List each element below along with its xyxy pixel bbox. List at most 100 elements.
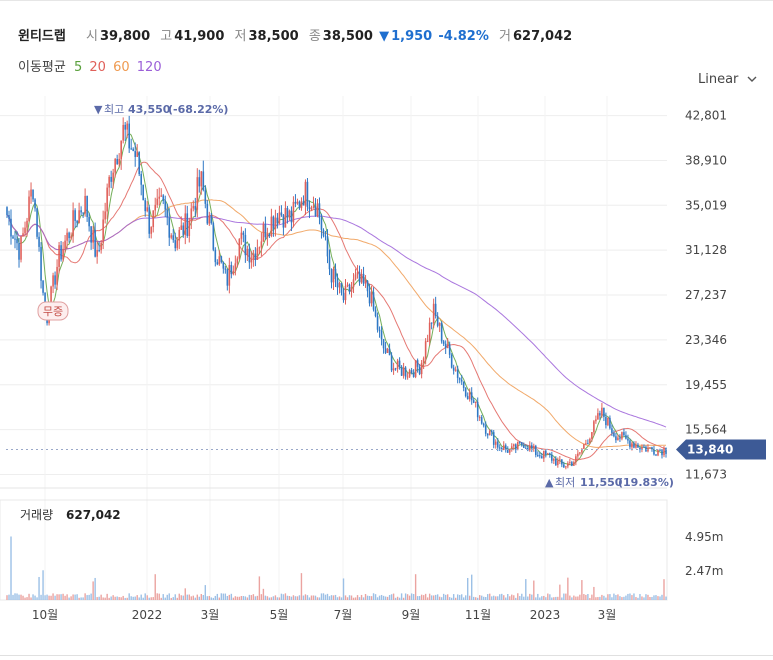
volume-bar: [130, 596, 132, 600]
volume-bar: [70, 596, 72, 600]
candle-body: [176, 240, 179, 249]
volume-bar: [655, 595, 657, 600]
volume-bar: [152, 597, 154, 600]
volume-bar: [466, 577, 469, 600]
candle-body: [328, 256, 331, 270]
candle-body: [228, 265, 231, 286]
volume-bar: [208, 595, 211, 600]
volume-bar: [346, 597, 349, 600]
volume-bar: [406, 594, 409, 600]
ma-60[interactable]: 60: [113, 60, 130, 75]
candle-body: [601, 407, 603, 416]
volume-bar: [535, 597, 537, 600]
volume-bar: [589, 597, 591, 600]
candle-body: [372, 292, 375, 310]
volume-bar: [537, 593, 539, 600]
candle-body: [639, 447, 641, 450]
candle-body: [102, 219, 104, 243]
volume-bar: [210, 597, 213, 600]
ma-20[interactable]: 20: [89, 60, 106, 75]
volume-bar: [42, 570, 44, 600]
volume-bar: [402, 597, 405, 600]
candle-body: [30, 189, 32, 197]
candle-body: [464, 387, 467, 397]
candle-body: [60, 245, 62, 260]
candle-body: [547, 453, 549, 455]
candle-body: [392, 368, 395, 371]
volume-bar: [444, 594, 447, 600]
candle-body: [532, 445, 535, 449]
candle-body: [446, 344, 449, 349]
volume-bar: [661, 594, 663, 600]
x-tick-label: 3월: [201, 608, 220, 622]
y-tick-label: 35,019: [685, 198, 727, 212]
top-divider: [0, 0, 773, 1]
volume-bar: [46, 594, 48, 600]
volume-bar: [144, 593, 146, 600]
candle-body: [110, 176, 112, 182]
close-value: 38,500: [322, 29, 373, 44]
volume-bar: [547, 593, 549, 600]
volume-bar: [448, 597, 451, 600]
volume-bar: [18, 594, 20, 600]
volume-bar: [12, 594, 14, 600]
volume-bar: [372, 593, 375, 600]
scale-selector[interactable]: Linear: [698, 72, 757, 87]
ma-120[interactable]: 120: [136, 60, 162, 75]
volume-bar: [124, 597, 126, 600]
volume-bar: [597, 597, 599, 600]
volume-bar: [623, 596, 625, 600]
volume-bar: [274, 595, 277, 600]
candle-body: [440, 322, 443, 342]
candle-body: [557, 460, 559, 466]
candle-body: [378, 329, 381, 332]
candle-body: [581, 448, 583, 453]
candle-body: [298, 201, 301, 209]
candle-body: [400, 366, 403, 376]
candle-body: [579, 452, 581, 454]
candle-body: [456, 369, 459, 378]
volume-bar: [110, 596, 112, 600]
volume-bar: [196, 594, 198, 600]
volume-bar: [404, 593, 407, 600]
stock-name: 윈티드랩: [18, 29, 66, 44]
volume-bar: [138, 597, 140, 600]
candle-body: [20, 236, 22, 260]
volume-bar: [278, 597, 281, 600]
volume-bar: [244, 596, 247, 600]
volume-bar: [392, 593, 395, 600]
candle-body: [362, 273, 365, 284]
candle-body: [396, 360, 399, 369]
volume-bar: [358, 597, 361, 600]
volume-bar: [378, 595, 381, 600]
volume-bar: [649, 596, 651, 600]
volume-bar: [354, 597, 357, 600]
candle-body: [553, 458, 555, 461]
high-value: 43,550: [128, 103, 171, 116]
candle-body: [390, 355, 393, 371]
volume-bar: [282, 594, 285, 600]
candle-body: [340, 283, 343, 293]
volume-bar: [66, 594, 68, 600]
volume-total: 627,042: [66, 508, 121, 522]
volume-bar: [154, 574, 156, 600]
volume-bar: [460, 594, 463, 600]
volume-bar: [587, 594, 589, 600]
volume-bar: [160, 597, 162, 600]
volume-bar: [446, 594, 449, 600]
ma-5[interactable]: 5: [73, 60, 83, 75]
candle-body: [310, 207, 313, 210]
candle-body: [146, 207, 149, 212]
volume-bar: [639, 594, 641, 600]
y-tick-label: 11,673: [685, 467, 727, 481]
current-price-label: 13,840: [687, 442, 733, 456]
volume-bar: [190, 596, 192, 600]
candle-body: [404, 367, 407, 377]
volume-bar: [464, 595, 467, 600]
y-tick-label: 42,801: [685, 109, 727, 123]
candle-body: [599, 413, 601, 416]
candle-body: [154, 204, 157, 211]
volume-bar: [553, 597, 555, 600]
candle-body: [432, 303, 435, 323]
